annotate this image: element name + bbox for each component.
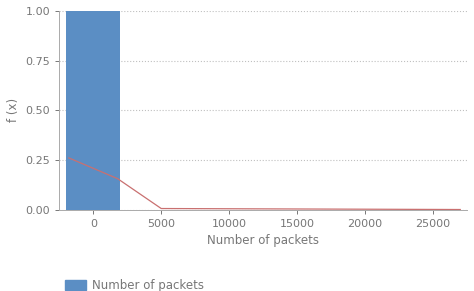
Y-axis label: f (x): f (x) [7,98,20,122]
X-axis label: Number of packets: Number of packets [207,234,319,247]
Bar [66,11,120,210]
Legend: Number of packets, Log logistic: Number of packets, Log logistic [65,279,204,291]
